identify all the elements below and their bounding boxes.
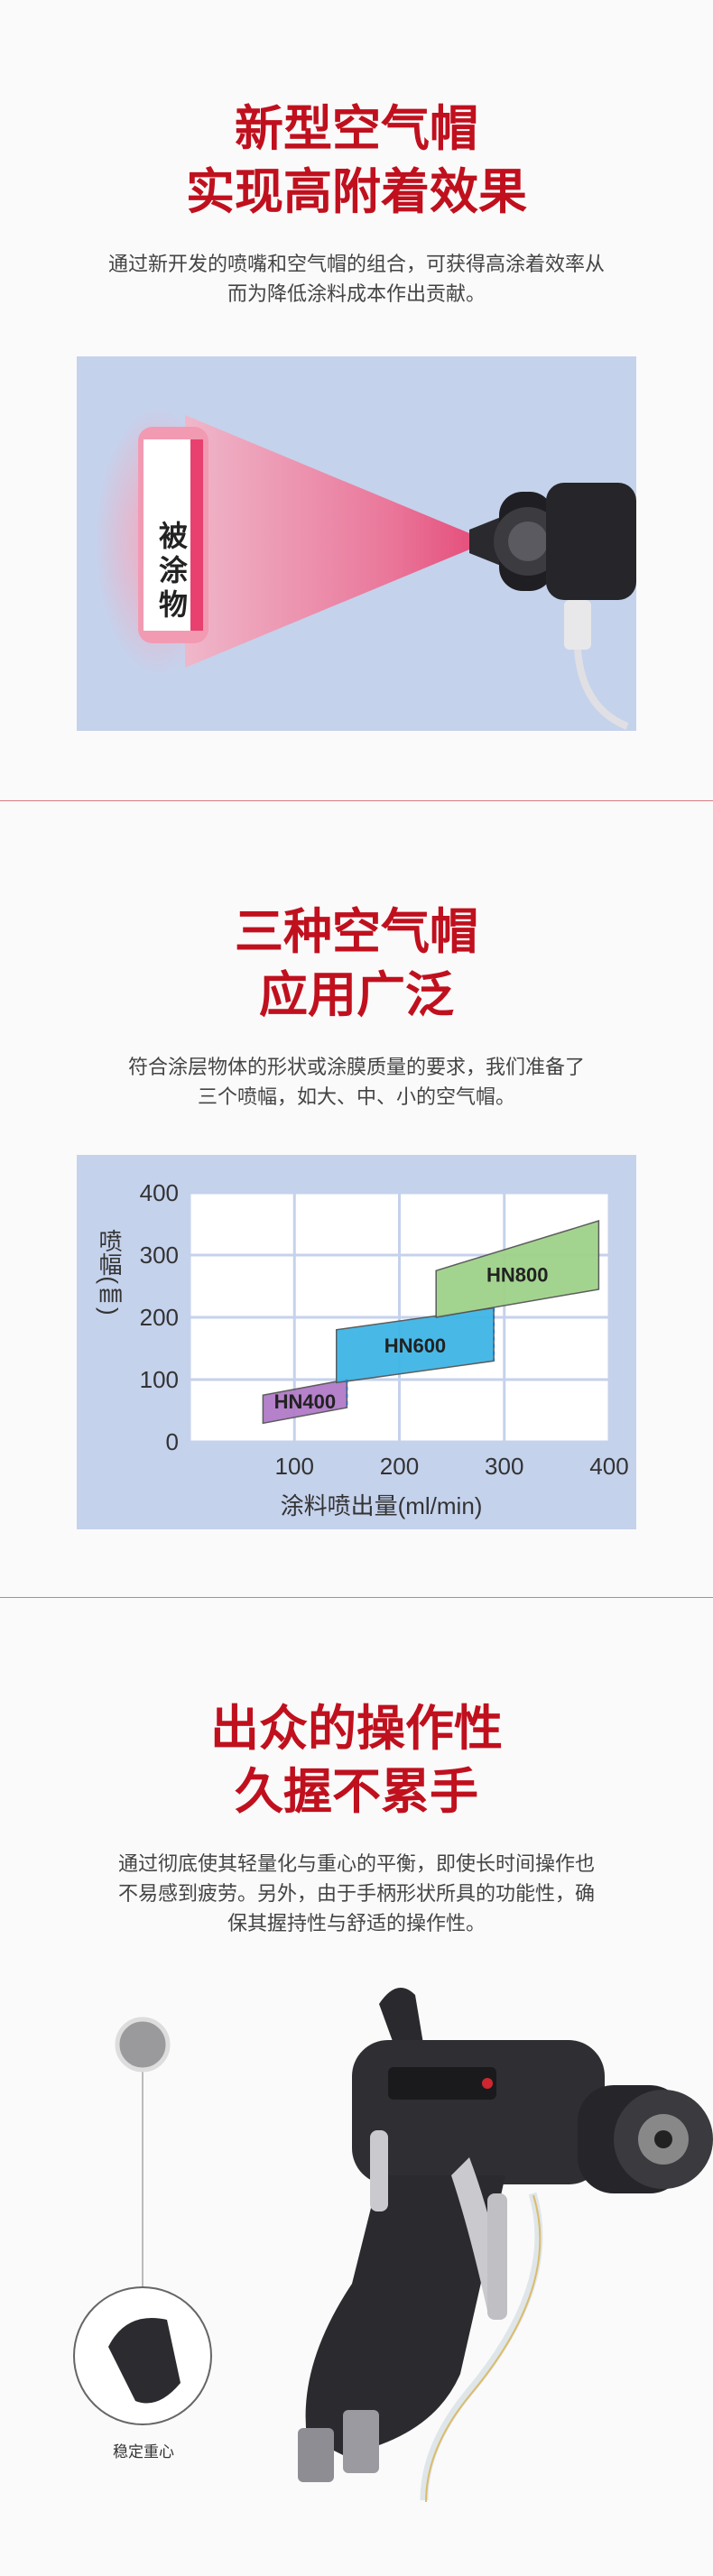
- series-region-hn800: [435, 1220, 600, 1318]
- section-description-line2: 不易感到疲劳。另外，由于手柄形状所具的功能性，确: [117, 1882, 595, 1905]
- section-title-line2: 实现高附着效果: [186, 165, 527, 219]
- section-title-line1: 新型空气帽: [235, 102, 478, 156]
- spray-gun-illustration: [73, 1988, 713, 2503]
- section-title-line1: 三种空气帽: [235, 905, 478, 959]
- section-ergonomics: 出众的操作性 久握不累手 通过彻底使其轻量化与重心的平衡，即使长时间操作也 不易…: [0, 1597, 713, 2576]
- x-tick-label: 400: [589, 1453, 628, 1480]
- y-tick-label: 100: [140, 1366, 179, 1393]
- section-title-line1: 出众的操作性: [210, 1702, 503, 1756]
- y-tick-label: 300: [140, 1242, 179, 1269]
- section-description-line1: 通过新开发的喷嘴和空气帽的组合，可获得高涂着效率从: [107, 253, 605, 275]
- section-description-line1: 通过彻底使其轻量化与重心的平衡，即使长时间操作也: [117, 1852, 595, 1875]
- x-axis-label: 涂料喷出量(ml/min): [281, 1492, 483, 1519]
- section-title-line2: 久握不累手: [235, 1765, 478, 1819]
- center-of-gravity-marker: [115, 2017, 171, 2073]
- section-description-line2: 三个喷幅，如大、中、小的空气帽。: [197, 1085, 515, 1108]
- spray-cone-graphic: [95, 406, 636, 730]
- y-tick-label: 400: [140, 1179, 179, 1206]
- section-description-line1: 符合涂层物体的形状或涂膜质量的要求，我们准备了: [127, 1056, 585, 1078]
- spray-cone: [185, 415, 474, 668]
- grip-caption: 稳定重心: [113, 2443, 174, 2461]
- x-tick-label: 100: [275, 1453, 314, 1480]
- spray-gun: [298, 1988, 713, 2503]
- spray-illustration: 被涂物: [77, 356, 636, 731]
- spray-width-chart: HN400 HN600 HN800 100 200 300 400 0 100 200 300 400…: [77, 1155, 636, 1529]
- x-tick-label: 200: [380, 1453, 419, 1480]
- series-label-hn400: HN400: [274, 1390, 336, 1413]
- target-object: [144, 439, 199, 631]
- target-label: 被涂物: [158, 520, 188, 621]
- section-new-air-cap: 新型空气帽 实现高附着效果 通过新开发的喷嘴和空气帽的组合，可获得高涂着效率从 …: [0, 0, 713, 800]
- section-description-line3: 保其握持性与舒适的操作性。: [227, 1912, 486, 1934]
- series-label-hn600: HN600: [384, 1334, 446, 1357]
- x-tick-label: 300: [485, 1453, 523, 1480]
- section-three-air-caps: 三种空气帽 应用广泛 符合涂层物体的形状或涂膜质量的要求，我们准备了 三个喷幅，…: [0, 800, 713, 1597]
- grip-detail: [108, 2318, 181, 2404]
- chart-svg: HN400 HN600 HN800 100 200 300 400 0 100 200 300 400…: [96, 1179, 629, 1519]
- y-tick-label: 0: [166, 1428, 179, 1455]
- y-axis-label: 喷幅(㎜): [96, 1229, 123, 1315]
- series-label-hn800: HN800: [486, 1264, 548, 1287]
- section-description-line2: 而为降低涂料成本作出贡献。: [227, 282, 486, 305]
- spray-gun-nozzle: [469, 483, 636, 730]
- section-title-line2: 应用广泛: [259, 968, 454, 1022]
- y-tick-label: 200: [140, 1304, 179, 1331]
